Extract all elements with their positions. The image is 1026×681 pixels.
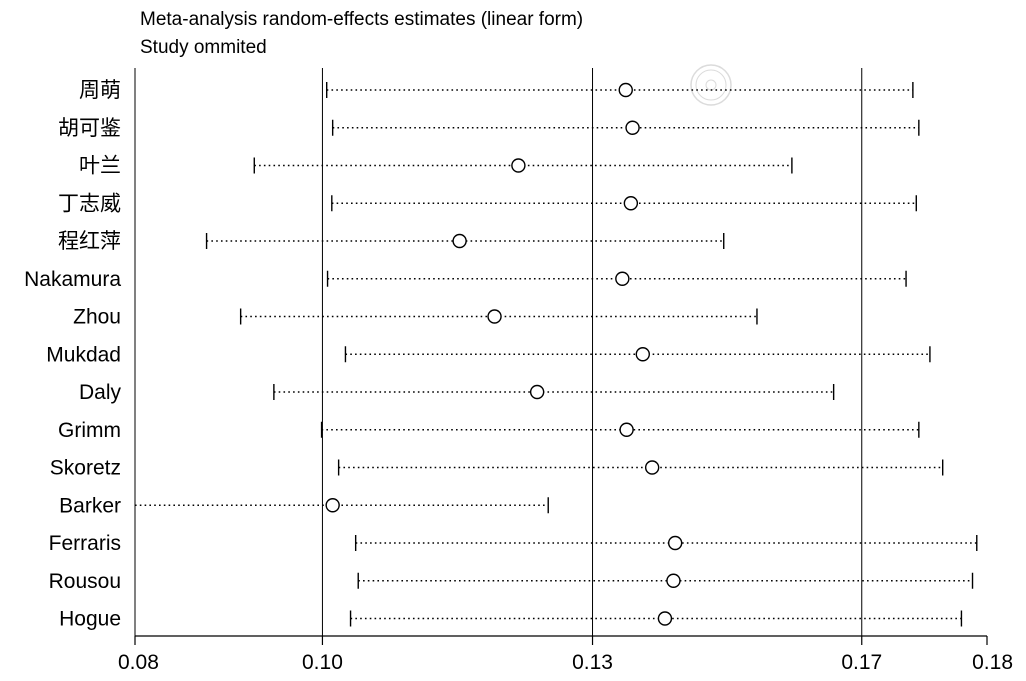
x-tick-label: 0.13 — [572, 651, 613, 674]
estimate-point — [325, 498, 340, 513]
study-label: Mukdad — [46, 343, 121, 366]
study-row: 周萌 — [79, 79, 914, 102]
x-tick-label: 0.10 — [302, 651, 343, 674]
study-label: 程红萍 — [58, 230, 121, 253]
estimate-point — [615, 271, 630, 286]
study-label: Grimm — [58, 419, 121, 442]
estimate-point — [625, 120, 640, 135]
chart-subtitle: Study ommited — [140, 37, 267, 58]
chart-title: Meta-analysis random-effects estimates (… — [140, 9, 583, 30]
study-row: Skoretz — [50, 457, 944, 480]
study-row: Daly — [79, 381, 835, 404]
estimate-point — [511, 158, 526, 173]
study-label: 胡可鉴 — [58, 117, 121, 140]
study-label: Zhou — [73, 306, 121, 329]
x-tick-label: 0.08 — [118, 651, 159, 674]
x-tick-label: 0.18 — [972, 651, 1013, 674]
study-row: Barker — [59, 494, 549, 517]
study-row: 程红萍 — [58, 230, 725, 253]
study-label: 丁志威 — [58, 192, 121, 215]
study-row: Nakamura — [24, 268, 907, 291]
x-tick-label: 0.17 — [841, 651, 882, 674]
study-label: Ferraris — [49, 532, 121, 555]
estimate-point — [667, 535, 683, 551]
study-row: Rousou — [49, 570, 974, 593]
study-label: Hogue — [59, 608, 121, 631]
watermark-seal-icon — [690, 64, 732, 106]
estimate-point — [623, 196, 639, 211]
study-row: 胡可鉴 — [58, 117, 920, 140]
estimate-point — [487, 309, 502, 324]
study-label: Daly — [79, 381, 122, 404]
estimate-point — [635, 347, 650, 362]
estimate-point — [619, 422, 634, 437]
estimate-point — [529, 384, 545, 400]
study-label: Skoretz — [50, 457, 121, 480]
study-row: Ferraris — [49, 532, 978, 555]
study-row: Zhou — [73, 306, 758, 329]
estimate-point — [666, 573, 681, 588]
study-row: Mukdad — [46, 343, 931, 366]
study-row: 丁志威 — [58, 192, 917, 215]
study-row: 叶兰 — [79, 155, 793, 178]
study-label: Rousou — [49, 570, 121, 593]
estimate-point — [452, 233, 467, 249]
study-label: Barker — [59, 494, 121, 517]
estimate-point — [618, 82, 633, 98]
estimate-point — [657, 611, 673, 626]
estimate-point — [644, 460, 660, 475]
study-label: Nakamura — [24, 268, 121, 291]
study-label: 周萌 — [79, 79, 121, 102]
study-row: Grimm — [58, 419, 920, 442]
reference-lines — [134, 68, 863, 636]
study-label: 叶兰 — [79, 155, 121, 178]
x-axis: 0.08 0.10 0.13 0.17 0.18 — [118, 635, 1013, 674]
study-row: Hogue — [59, 608, 963, 631]
